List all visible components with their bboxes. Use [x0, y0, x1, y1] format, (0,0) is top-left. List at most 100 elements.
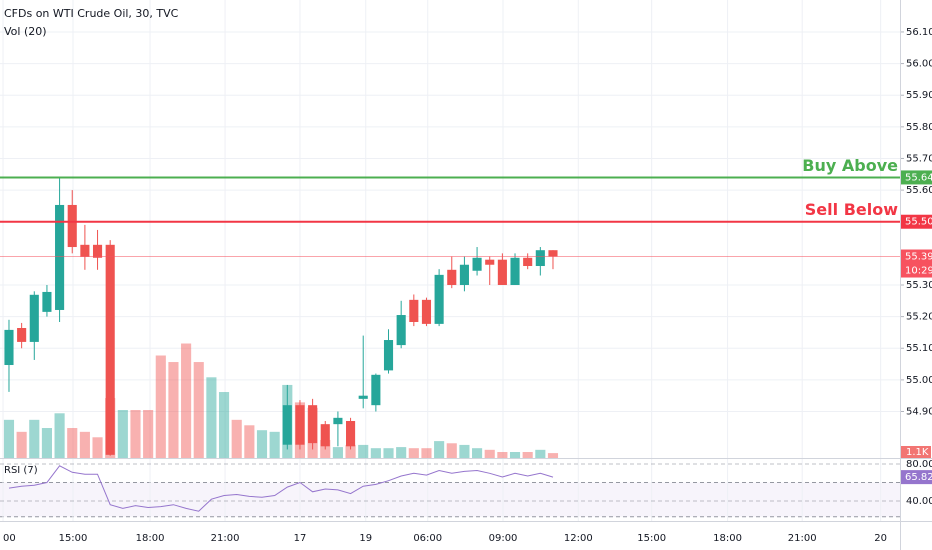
last-price-box: [901, 249, 932, 278]
volume-tick-label: 1.1K: [906, 447, 929, 458]
candle-body: [510, 257, 520, 285]
chart-title: CFDs on WTI Crude Oil, 30, TVC: [4, 7, 179, 20]
candle-body: [67, 204, 77, 248]
y-tick-label: 55.80: [906, 122, 932, 133]
x-tick-label: 20: [874, 533, 887, 544]
volume-bar: [117, 410, 128, 458]
volume-bar: [269, 431, 280, 458]
y-tick-label: 55.60: [906, 185, 932, 196]
y-tick-label: 55.10: [906, 343, 932, 354]
y-tick-label: 55.20: [906, 312, 932, 323]
level-value-label: 55.50: [905, 217, 932, 228]
x-tick-label: 21:00: [211, 533, 240, 544]
x-tick-label: 12:00: [564, 533, 593, 544]
candle-body: [42, 291, 52, 312]
x-tick-label: 18:00: [136, 533, 165, 544]
x-tick-label: 15:00: [59, 533, 88, 544]
x-tick-label: 06:00: [413, 533, 442, 544]
volume-bar: [370, 448, 381, 458]
plot: [3, 178, 559, 512]
candle-body: [308, 405, 318, 444]
candle-body: [472, 257, 482, 271]
x-tick-label: 19: [359, 533, 372, 544]
candle-body: [535, 250, 545, 267]
volume-bar: [522, 452, 533, 458]
volume-bar: [244, 425, 255, 458]
volume-bar: [345, 444, 356, 458]
candle-body: [485, 259, 495, 265]
x-tick-label: 00: [3, 533, 16, 544]
volume-bar: [459, 444, 470, 458]
y-tick-label: 55.30: [906, 280, 932, 291]
candle-body: [523, 257, 533, 267]
x-tick-label: 21:00: [788, 533, 817, 544]
rsi-tick-label: 80.00: [906, 459, 932, 470]
volume-bar: [231, 419, 242, 458]
y-tick-label: 55.00: [906, 375, 932, 386]
volume-bar: [181, 343, 192, 458]
volume-bar: [3, 419, 15, 458]
rsi-value-label: 65.82: [905, 472, 932, 483]
volume-bar: [383, 448, 394, 458]
candle-body: [459, 264, 469, 285]
volume-bar: [472, 448, 483, 458]
candle-body: [447, 269, 457, 285]
volume-bar: [509, 452, 521, 458]
level-annotation: Buy Above: [802, 156, 898, 175]
volume-label: Vol (20): [4, 25, 47, 38]
candle-body: [80, 244, 90, 257]
volume-bar: [547, 453, 559, 458]
volume-bar: [16, 431, 27, 458]
level-value-label: 55.64: [905, 172, 932, 183]
candle-body: [295, 405, 305, 445]
candle-body: [396, 315, 406, 346]
candle-body: [320, 424, 330, 447]
volume-bar: [130, 410, 141, 458]
candle-body: [105, 244, 115, 455]
x-tick-label: 18:00: [713, 533, 742, 544]
rsi-band-fill: [0, 482, 900, 517]
candle-body: [358, 395, 368, 399]
candle-body: [371, 374, 381, 406]
x-tick-label: 15:00: [637, 533, 666, 544]
volume-bar: [143, 410, 154, 458]
volume-bar: [67, 428, 78, 458]
volume-bar: [358, 444, 369, 458]
x-tick-label: 17: [294, 533, 307, 544]
x-tick-label: 09:00: [489, 533, 518, 544]
candle-body: [346, 420, 356, 447]
volume-bar: [434, 441, 445, 458]
level-annotation: Sell Below: [805, 200, 898, 219]
volume-bar: [206, 377, 217, 458]
candle-body: [421, 299, 432, 324]
volume-bar: [256, 430, 268, 458]
volume-bar: [168, 362, 179, 458]
volume-bar: [497, 452, 508, 458]
grid: [0, 0, 900, 521]
volume-bar: [79, 431, 90, 458]
level-value-box: [901, 170, 932, 185]
candle-body: [55, 204, 65, 310]
volume-bar: [408, 448, 419, 458]
y-tick-label: 55.70: [906, 153, 932, 164]
y-tick-label: 55.90: [906, 90, 932, 101]
overlay: 00 15:00 18:00 21:00 17 19 06:00 09:00 12:00 15:0…: [0, 27, 932, 544]
last-price-label: 55.39: [905, 252, 932, 263]
candle-body: [383, 340, 394, 371]
volume-bar: [446, 443, 457, 458]
candle-body: [497, 259, 507, 285]
y-tick-label: 56.10: [906, 27, 932, 38]
volume-bar: [218, 392, 230, 458]
candle-body: [333, 417, 343, 425]
candle-body: [4, 329, 14, 366]
rsi-value-box: [901, 470, 932, 485]
candle-body: [29, 294, 39, 342]
countdown-label: 10:29: [905, 266, 932, 277]
volume-bar: [332, 447, 343, 458]
volume-bar: [421, 448, 432, 458]
volume-bar: [54, 413, 65, 458]
candle-body: [548, 250, 558, 257]
level-value-box: [901, 214, 932, 229]
volume-tick-box: [901, 446, 931, 459]
